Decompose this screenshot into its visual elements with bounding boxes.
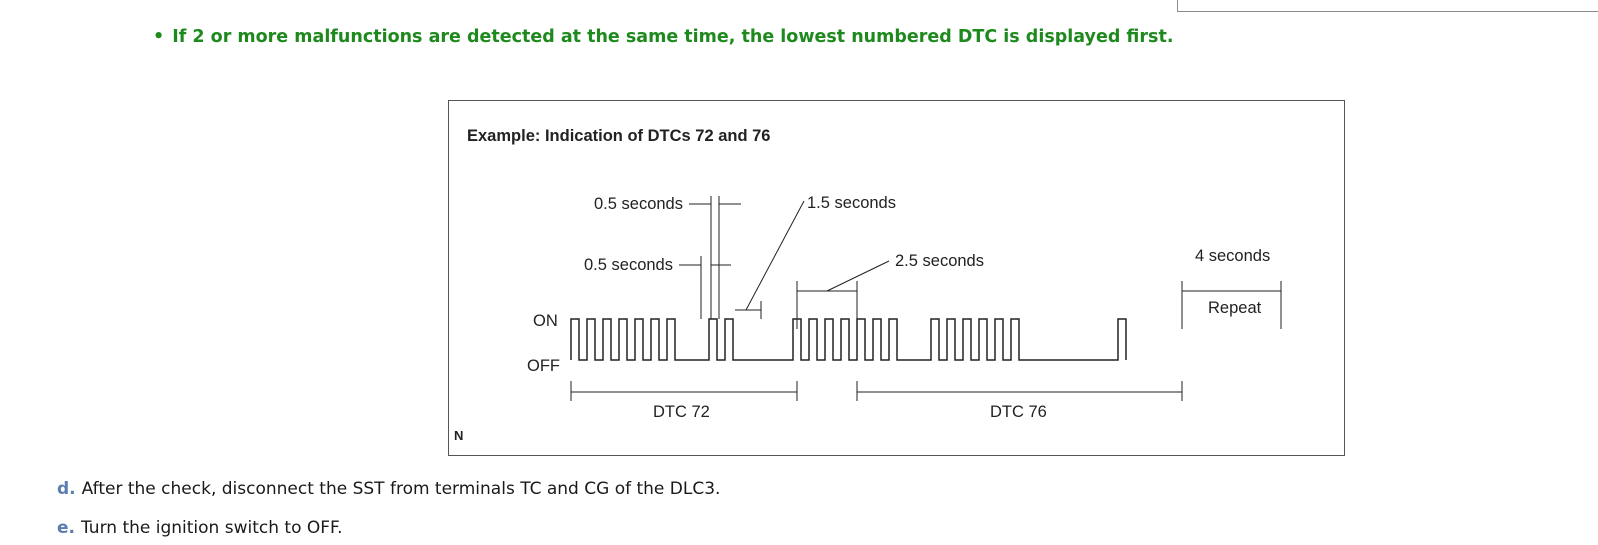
label-on: ON bbox=[533, 312, 558, 330]
step-e: e. Turn the ignition switch to OFF. bbox=[57, 518, 342, 538]
label-code-gap: 2.5 seconds bbox=[895, 252, 984, 270]
pulse-waveform bbox=[570, 318, 1127, 361]
label-dtc-76: DTC 76 bbox=[990, 403, 1047, 421]
bullet-icon: • bbox=[153, 27, 165, 47]
label-short-on: 0.5 seconds bbox=[584, 256, 673, 274]
timing-diagram: Example: Indication of DTCs 72 and 76 0.… bbox=[454, 127, 1282, 443]
label-off: OFF bbox=[527, 357, 560, 375]
top-right-box bbox=[1177, 0, 1598, 12]
step-letter: d. bbox=[57, 479, 76, 499]
label-digit-gap: 1.5 seconds bbox=[807, 194, 896, 212]
step-letter: e. bbox=[57, 518, 75, 538]
leader-line bbox=[745, 200, 805, 311]
leader-line bbox=[826, 260, 890, 292]
figure-title: Example: Indication of DTCs 72 and 76 bbox=[467, 127, 771, 145]
corner-label: N bbox=[454, 428, 463, 443]
label-repeat-gap: 4 seconds bbox=[1195, 247, 1270, 265]
step-text: After the check, disconnect the SST from… bbox=[81, 479, 721, 499]
note-text: If 2 or more malfunctions are detected a… bbox=[172, 27, 1174, 47]
label-dtc-72: DTC 72 bbox=[653, 403, 710, 421]
note-bullet-item: • If 2 or more malfunctions are detected … bbox=[153, 27, 1173, 47]
step-d: d. After the check, disconnect the SST fr… bbox=[57, 479, 720, 499]
dtc-timing-figure: Example: Indication of DTCs 72 and 76 0.… bbox=[448, 100, 1345, 456]
label-short-off: 0.5 seconds bbox=[594, 195, 683, 213]
label-repeat: Repeat bbox=[1208, 299, 1262, 317]
step-text: Turn the ignition switch to OFF. bbox=[81, 518, 343, 538]
dimension-lines bbox=[570, 196, 1282, 401]
